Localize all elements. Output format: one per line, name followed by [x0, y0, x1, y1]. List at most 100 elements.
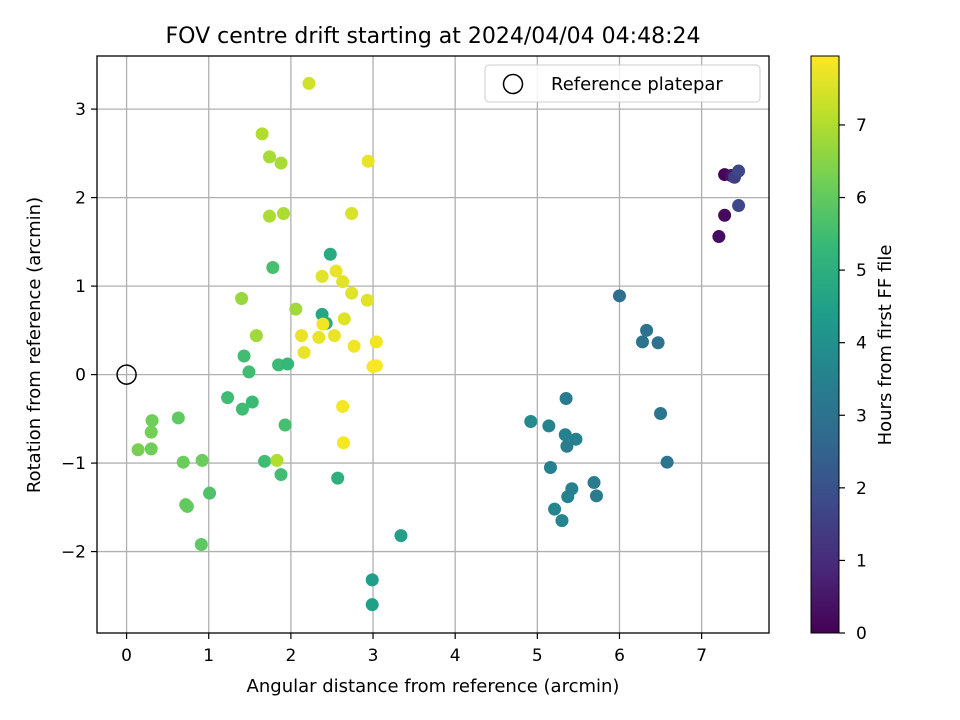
reference-marker	[116, 364, 137, 385]
data-point	[555, 514, 569, 528]
data-point	[312, 330, 326, 344]
data-point	[651, 336, 665, 350]
data-point	[274, 156, 288, 170]
grid-lines	[97, 56, 769, 633]
data-point	[360, 293, 374, 307]
data-point	[289, 302, 303, 316]
data-point	[263, 209, 277, 223]
data-point	[612, 289, 626, 303]
data-point	[365, 573, 379, 587]
x-tick-label: 1	[203, 646, 214, 666]
reference-platepar-point	[116, 364, 137, 385]
data-point	[203, 486, 217, 500]
data-point	[316, 317, 330, 331]
chart-title: FOV centre drift starting at 2024/04/04 …	[166, 24, 701, 49]
data-point	[558, 428, 572, 442]
data-point	[145, 414, 159, 428]
data-point	[654, 407, 668, 421]
data-point	[180, 499, 194, 513]
y-axis-label: Rotation from reference (arcmin)	[24, 197, 45, 493]
x-tick-label: 7	[696, 646, 707, 666]
colorbar-label: Hours from first FF file	[875, 245, 896, 446]
data-point	[336, 275, 350, 289]
data-point	[660, 455, 674, 469]
data-point	[524, 414, 538, 428]
data-point	[235, 291, 249, 305]
data-point	[337, 312, 351, 326]
data-point	[561, 490, 575, 504]
data-point	[732, 199, 746, 213]
data-point	[221, 391, 235, 405]
x-tick-label: 6	[614, 646, 625, 666]
colorbar-tick-label: 3	[856, 406, 867, 426]
y-tick-label: −2	[61, 543, 86, 563]
y-tick-label: 2	[75, 189, 86, 209]
data-point	[194, 538, 208, 552]
data-point	[361, 154, 375, 168]
data-point	[278, 418, 292, 432]
data-point	[587, 476, 601, 490]
colorbar-tick-label: 4	[856, 334, 867, 354]
legend-marker-open-circle	[502, 73, 524, 95]
data-point	[640, 323, 654, 337]
data-point	[171, 411, 185, 425]
data-point	[245, 395, 259, 409]
x-axis-ticks: 0 1 2 3 4 5 6 7	[121, 633, 707, 666]
colorbar-tick-label: 1	[856, 551, 867, 571]
data-point	[336, 436, 350, 450]
data-point	[176, 455, 190, 469]
data-point	[589, 489, 603, 503]
x-tick-label: 0	[121, 646, 132, 666]
data-point	[569, 432, 583, 446]
colorbar-tick-label: 2	[856, 479, 867, 499]
data-point	[235, 402, 249, 416]
data-point	[732, 164, 746, 178]
data-point	[543, 461, 557, 475]
data-point	[195, 453, 209, 467]
y-axis-ticks: −2 −1 0 1 2 3	[61, 100, 97, 563]
data-point	[249, 329, 263, 343]
x-tick-label: 2	[285, 646, 296, 666]
data-point	[270, 453, 284, 467]
data-point	[548, 502, 562, 516]
data-point	[365, 598, 379, 612]
data-point	[263, 150, 277, 164]
y-tick-label: −1	[61, 454, 86, 474]
colorbar-tick-label: 7	[856, 116, 867, 136]
data-point	[281, 357, 295, 371]
data-point	[327, 329, 341, 343]
data-point	[295, 329, 309, 343]
data-point	[274, 468, 288, 482]
data-point	[718, 208, 732, 222]
colorbar-tick-label: 6	[856, 189, 867, 209]
colorbar-ticks: 0 1 2 3 4 5 6 7	[839, 116, 867, 644]
colorbar-tick-label: 5	[856, 261, 867, 281]
legend-box	[484, 64, 761, 103]
data-point	[144, 425, 158, 439]
data-point	[635, 335, 649, 349]
data-point	[323, 247, 337, 261]
data-point	[559, 391, 573, 405]
x-tick-label: 3	[368, 646, 379, 666]
data-point	[302, 76, 316, 90]
x-tick-label: 4	[450, 646, 461, 666]
legend: Reference platepar	[484, 64, 761, 103]
data-point	[542, 419, 556, 433]
data-point	[276, 207, 290, 221]
plot-frame	[96, 55, 770, 634]
data-point	[315, 269, 329, 283]
data-point	[297, 345, 311, 359]
data-point	[712, 230, 726, 244]
data-point	[329, 264, 343, 278]
data-point	[237, 349, 251, 363]
data-point	[345, 286, 359, 300]
data-point	[347, 339, 361, 353]
colorbar-tick-label: 0	[856, 624, 867, 644]
data-point	[144, 442, 158, 456]
data-point	[131, 443, 145, 457]
x-axis-label: Angular distance from reference (arcmin)	[247, 676, 620, 697]
data-point	[394, 529, 408, 543]
data-point	[560, 439, 574, 453]
data-point	[369, 359, 383, 373]
